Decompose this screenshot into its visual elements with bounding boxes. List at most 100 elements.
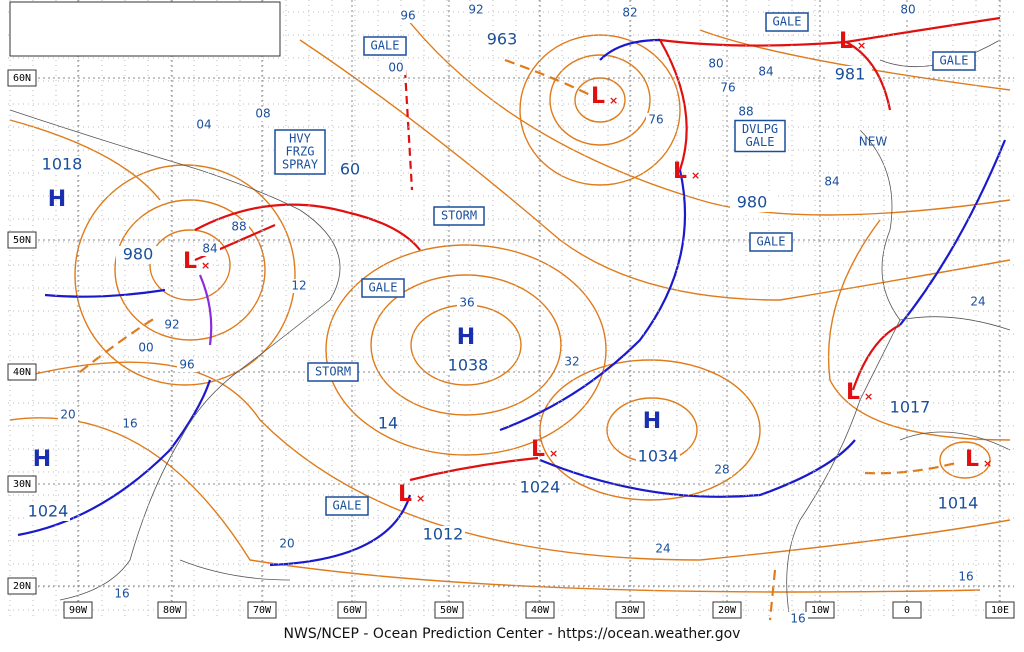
isobar-label-bg	[822, 175, 842, 189]
lat-label-box	[7, 231, 37, 249]
pressure-bg	[116, 246, 160, 264]
lon-label-box	[985, 601, 1015, 619]
isobar-label: 84	[758, 65, 773, 79]
center-mark: ×	[691, 169, 700, 182]
isobar-label-bg	[177, 358, 197, 372]
pressure-bg	[888, 399, 932, 417]
warning-box	[274, 129, 326, 175]
isobar-label-bg	[162, 318, 182, 332]
isobar-label: 00	[138, 341, 153, 355]
isobar-label: 08	[255, 107, 270, 121]
isobar-label: 96	[179, 358, 194, 372]
isobar-label: 84	[824, 175, 839, 189]
lat-label: 30N	[13, 479, 31, 490]
pressure-bg	[40, 156, 84, 174]
lon-label-box	[63, 601, 93, 619]
lat-label-box	[7, 69, 37, 87]
warning-box	[749, 232, 793, 252]
center-pressure: 980	[737, 193, 768, 212]
lon-label: 40W	[531, 605, 550, 616]
graticule	[8, 0, 1014, 620]
lon-label-box	[892, 601, 922, 619]
header-box	[9, 1, 281, 57]
isobar-label-bg	[457, 296, 477, 310]
pressure-bg	[518, 479, 562, 497]
center-letter: L	[398, 482, 412, 507]
center-letter: H	[33, 447, 51, 472]
isobar-label-bg	[398, 9, 418, 23]
pressure-bg	[936, 495, 980, 513]
lon-label: 50W	[440, 605, 459, 616]
warning-box	[325, 496, 369, 516]
lon-label: 30W	[621, 605, 640, 616]
warning-box	[765, 12, 809, 32]
center-pressure: 1012	[423, 525, 464, 544]
isobar-label: 28	[714, 463, 729, 477]
lon-label-box	[247, 601, 277, 619]
isobar-label-bg	[289, 279, 309, 293]
lon-label: 60W	[343, 605, 362, 616]
warning-box	[361, 278, 405, 298]
center-pressure: 981	[835, 65, 866, 84]
lon-label: 90W	[69, 605, 88, 616]
center-letter: H	[48, 187, 66, 212]
lon-label-box	[434, 601, 464, 619]
isobar-label-bg	[706, 57, 726, 71]
isobar-label: 16	[790, 612, 805, 626]
center-mark: ×	[549, 447, 558, 460]
isobar-label: 00	[388, 61, 403, 75]
lon-label-box	[805, 601, 835, 619]
pressure-bg	[446, 357, 490, 375]
isobar-label-bg	[112, 587, 132, 601]
pressure-bg	[730, 194, 774, 212]
isobar-label-bg	[562, 355, 582, 369]
warning-text: GALE	[371, 39, 400, 53]
coastlines	[9, 39, 1011, 621]
center-mark: ×	[983, 457, 992, 470]
warning-text: GALE	[940, 54, 969, 68]
center-letter: L	[846, 380, 860, 405]
warning-text: GALE	[773, 15, 802, 29]
warning-text: SPRAY	[282, 158, 319, 172]
warning-text: STORM	[441, 209, 477, 223]
center-letter: L	[965, 447, 979, 472]
center-pressure: 1014	[938, 494, 979, 513]
lon-label-box	[157, 601, 187, 619]
isobar-label-bg	[718, 81, 738, 95]
center-pressure: 1024	[28, 502, 69, 521]
footer: NWS/NCEP - Ocean Prediction Center - htt…	[284, 626, 741, 642]
warning-box	[932, 51, 976, 71]
isobar-label: 80	[708, 57, 723, 71]
center-pressure: 963	[487, 30, 518, 49]
isobar-label-bg	[968, 295, 988, 309]
note: NEW	[859, 135, 888, 149]
center-letter: L	[183, 249, 197, 274]
warning-text: GALE	[746, 135, 775, 149]
center-letter: L	[839, 29, 853, 54]
isobar-label: 16	[122, 417, 137, 431]
lon-label: 0	[904, 605, 910, 616]
lon-label-box	[525, 601, 555, 619]
center-letter: L	[591, 84, 605, 109]
lon-label: 70W	[253, 605, 272, 616]
lon-label-box	[615, 601, 645, 619]
isobar-label-bg	[956, 570, 976, 584]
isobar-label: 92	[164, 318, 179, 332]
warning-box	[734, 119, 786, 153]
isobar-label: 36	[459, 296, 474, 310]
warning-text: GALE	[333, 499, 362, 513]
center-pressure: 1017	[890, 398, 931, 417]
lat-label: 60N	[13, 73, 31, 84]
isobar-label: 20	[60, 408, 75, 422]
center-pressure: 1024	[520, 478, 561, 497]
pressure-bg	[421, 526, 465, 544]
center-mark: ×	[857, 39, 866, 52]
center-letter: H	[643, 409, 661, 434]
isobar-label: 12	[291, 279, 306, 293]
isobar-label-bg	[194, 118, 214, 132]
lon-label: 80W	[163, 605, 182, 616]
center-mark: ×	[864, 390, 873, 403]
isobar-label-bg	[620, 6, 640, 20]
warning-text: FRZG	[286, 145, 315, 159]
